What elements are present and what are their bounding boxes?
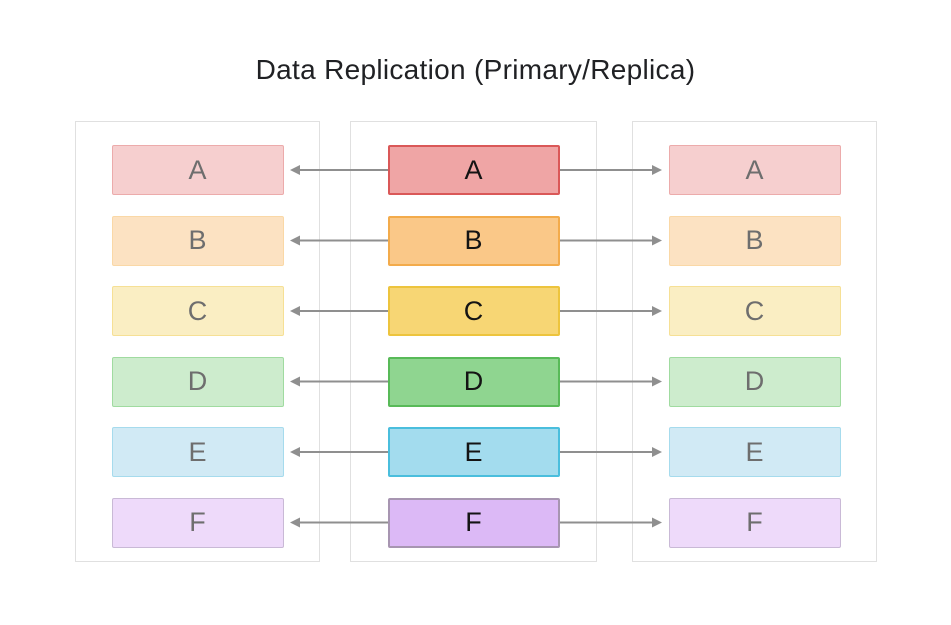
replica-left-panel: A B C D E F [75, 121, 320, 562]
node-f-primary: F [387, 497, 560, 548]
node-label: D [744, 366, 765, 396]
node-label: C [187, 295, 208, 326]
node-d-replica-right: D [668, 356, 841, 407]
node-label: E [745, 436, 764, 467]
node-f-replica-right: F [668, 497, 841, 548]
node-a-replica-right: A [668, 145, 841, 195]
primary-panel: A B C D E F [350, 121, 597, 562]
node-f-replica-left: F [111, 497, 284, 548]
node-label: B [464, 225, 483, 255]
node-e-primary: E [387, 427, 560, 477]
node-label: C [744, 295, 765, 326]
node-label: A [745, 154, 764, 185]
node-label: F [465, 507, 482, 537]
node-label: D [187, 366, 208, 396]
node-e-replica-left: E [111, 427, 284, 477]
node-a-primary: A [387, 145, 560, 195]
node-label: A [188, 154, 207, 185]
node-label: E [188, 436, 207, 467]
node-b-replica-right: B [668, 215, 841, 266]
node-d-primary: D [387, 356, 560, 407]
node-e-replica-right: E [668, 427, 841, 477]
node-label: F [746, 507, 763, 537]
node-label: B [188, 225, 207, 255]
node-c-replica-right: C [668, 286, 841, 336]
node-b-replica-left: B [111, 215, 284, 266]
node-label: F [189, 507, 206, 537]
replica-right-panel: A B C D E F [632, 121, 877, 562]
node-a-replica-left: A [111, 145, 284, 195]
node-label: B [745, 225, 764, 255]
node-b-primary: B [387, 215, 560, 266]
node-c-primary: C [387, 286, 560, 336]
node-label: D [463, 366, 484, 396]
node-label: E [464, 436, 483, 467]
node-d-replica-left: D [111, 356, 284, 407]
node-c-replica-left: C [111, 286, 284, 336]
diagram-title: Data Replication (Primary/Replica) [255, 54, 696, 85]
node-label: A [464, 154, 483, 185]
node-label: C [463, 295, 484, 326]
